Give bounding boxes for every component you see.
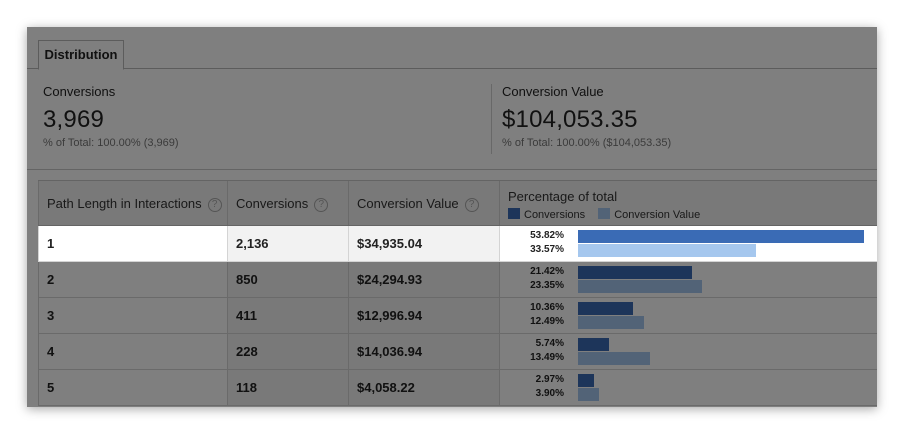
metric-label: Conversion Value [502,84,604,99]
cell-percentage: 2.97% 3.90% [499,370,877,405]
cell-conversion-value: $12,996.94 [348,298,499,333]
cell-conversions: 850 [227,262,348,297]
bar-conversion-value [578,244,756,257]
legend-item-conversions: Conversions [508,208,585,221]
bar-conversion-value [578,316,644,329]
pct-value-label: 23.35% [530,280,564,291]
bar-conversions [578,302,633,315]
bar-conversions [578,230,864,243]
cell-path-length: 5 [38,370,227,405]
tab-distribution[interactable]: Distribution [38,40,124,70]
help-icon[interactable]: ? [207,197,222,212]
pct-conversions-label: 5.74% [535,338,564,349]
legend-label: Conversion Value [614,209,701,221]
cell-conversions: 411 [227,298,348,333]
column-header-percentage: Percentage of total Conversions Conversi… [499,181,877,225]
pct-value-label: 12.49% [530,316,564,327]
pct-conversions-label: 53.82% [530,230,564,241]
bar-conversion-value [578,280,702,293]
help-icon[interactable]: ? [314,197,329,212]
table-row[interactable]: 5 118 $4,058.22 2.97% 3.90% [38,370,877,406]
metric-subtext: % of Total: 100.00% ($104,053.35) [502,137,672,149]
legend: Conversions Conversion Value [508,208,877,221]
pct-conversions-label: 10.36% [530,302,564,313]
column-header-conversion-value[interactable]: Conversion Value? [348,181,499,225]
legend-item-conversion-value: Conversion Value [598,208,700,221]
metric-value: 3,969 [43,106,105,133]
column-header-label: Percentage of total [508,189,618,204]
column-header-conversions[interactable]: Conversions? [227,181,348,225]
bar-conversions [578,374,594,387]
cell-conversions: 118 [227,370,348,405]
cell-percentage: 10.36% 12.49% [499,298,877,333]
cell-percentage: 5.74% 13.49% [499,334,877,369]
bar-conversion-value [578,388,599,401]
table-row[interactable]: 4 228 $14,036.94 5.74% 13.49% [38,334,877,370]
column-header-path-length[interactable]: Path Length in Interactions? [38,181,227,225]
cell-conversion-value: $4,058.22 [348,370,499,405]
column-header-label: Conversions [236,196,309,211]
pct-conversions-label: 21.42% [530,266,564,277]
cell-percentage: 21.42% 23.35% [499,262,877,297]
cell-conversions: 2,136 [227,226,348,261]
legend-swatch [598,208,611,219]
tab-strip: Distribution [27,27,877,70]
cell-path-length: 2 [38,262,227,297]
cell-path-length: 4 [38,334,227,369]
divider [27,169,877,170]
metric-value: $104,053.35 [502,106,638,133]
pct-value-label: 13.49% [530,352,564,363]
distribution-table: Path Length in Interactions? Conversions… [38,180,877,406]
cell-path-length: 1 [38,226,227,261]
bar-conversions [578,266,692,279]
metric-divider [491,84,492,154]
cell-conversions: 228 [227,334,348,369]
metric-conversions: Conversions 3,969 % of Total: 100.00% (3… [43,84,179,149]
distribution-panel: Distribution Conversions 3,969 % of Tota… [27,27,877,407]
column-header-label: Path Length in Interactions [47,196,202,211]
table-row[interactable]: 2 850 $24,294.93 21.42% 23.35% [38,262,877,298]
cell-conversion-value: $14,036.94 [348,334,499,369]
cell-conversion-value: $24,294.93 [348,262,499,297]
metric-conversion-value: Conversion Value $104,053.35 % of Total:… [502,84,671,149]
help-icon[interactable]: ? [464,197,479,212]
table-header-row: Path Length in Interactions? Conversions… [38,180,877,226]
metric-label: Conversions [43,84,116,99]
legend-label: Conversions [524,209,586,221]
cell-percentage: 53.82% 33.57% [499,226,877,261]
bar-conversions [578,338,609,351]
legend-swatch [508,208,520,219]
table-row[interactable]: 3 411 $12,996.94 10.36% 12.49% [38,298,877,334]
column-header-label: Conversion Value [357,196,459,211]
cell-conversion-value: $34,935.04 [348,226,499,261]
pct-value-label: 3.90% [535,388,564,399]
pct-value-label: 33.57% [530,244,564,255]
pct-conversions-label: 2.97% [535,374,564,385]
bar-conversion-value [578,352,650,365]
metric-subtext: % of Total: 100.00% (3,969) [43,137,179,149]
cell-path-length: 3 [38,298,227,333]
